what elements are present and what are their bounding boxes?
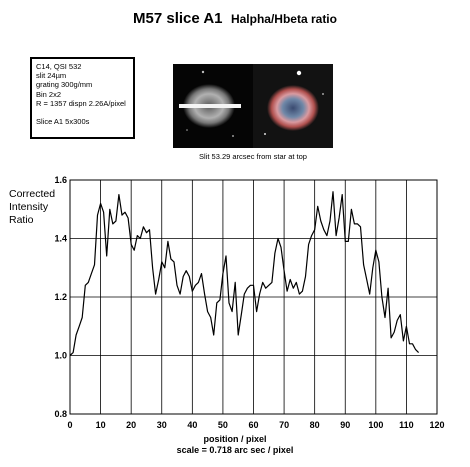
nebula-graphic	[264, 70, 324, 135]
x-tick-label: 60	[248, 420, 258, 430]
info-line: Slice A1 5x300s	[36, 117, 90, 127]
x-axis-label: position / pixel	[203, 434, 267, 444]
x-tick-label: 120	[429, 420, 444, 430]
info-line: slit 24µm	[36, 71, 67, 81]
nebula-color-image	[253, 64, 333, 148]
y-axis-label-line: Ratio	[9, 214, 34, 226]
info-line: grating 300g/mm	[36, 80, 93, 90]
x-tick-label: 10	[96, 420, 106, 430]
x-tick-label: 110	[399, 420, 414, 430]
x-tick-label: 100	[368, 420, 383, 430]
instrument-info-box: C14, QSI 532 slit 24µm grating 300g/mm B…	[30, 57, 135, 139]
x-tick-label: 90	[340, 420, 350, 430]
y-axis-label-line: Intensity	[9, 201, 49, 213]
ratio-series-line	[69, 191, 420, 356]
x-tick-label: 0	[67, 420, 72, 430]
x-tick-label: 50	[218, 420, 228, 430]
page-title: M57 slice A1 Halpha/Hbeta ratio	[0, 10, 470, 28]
x-tick-label: 40	[187, 420, 197, 430]
title-subtitle: Halpha/Hbeta ratio	[230, 12, 337, 26]
x-axis-label-block: position / pixel scale = 0.718 arc sec /…	[0, 434, 470, 456]
info-line: R = 1357 dispn 2.26A/pixel	[36, 98, 126, 108]
x-tick-label: 20	[126, 420, 136, 430]
spectrum-slit-image	[173, 64, 253, 148]
info-line: C14, QSI 532	[36, 62, 82, 71]
info-line: Bin 2x2	[36, 89, 62, 99]
y-axis-label: Corrected Intensity Ratio	[9, 188, 55, 227]
y-tick-label: 0.8	[54, 409, 67, 419]
nebula-images	[173, 64, 333, 148]
title-main: M57 slice A1	[133, 10, 223, 27]
y-tick-label: 1.4	[54, 234, 67, 244]
y-tick-label: 1.0	[54, 351, 67, 361]
x-axis-scale-label: scale = 0.718 arc sec / pixel	[176, 445, 294, 455]
y-axis-label-line: Corrected	[9, 188, 56, 200]
plot-frame	[69, 179, 438, 415]
x-tick-label: 30	[157, 420, 167, 430]
y-tick-label: 1.6	[54, 175, 67, 185]
slit-image-graphic	[179, 70, 241, 137]
x-tick-label: 80	[310, 420, 320, 430]
y-tick-label: 1.2	[54, 292, 67, 302]
x-tick-label: 70	[279, 420, 289, 430]
image-caption: Slit 53.29 arcsec from star at top	[199, 152, 307, 161]
